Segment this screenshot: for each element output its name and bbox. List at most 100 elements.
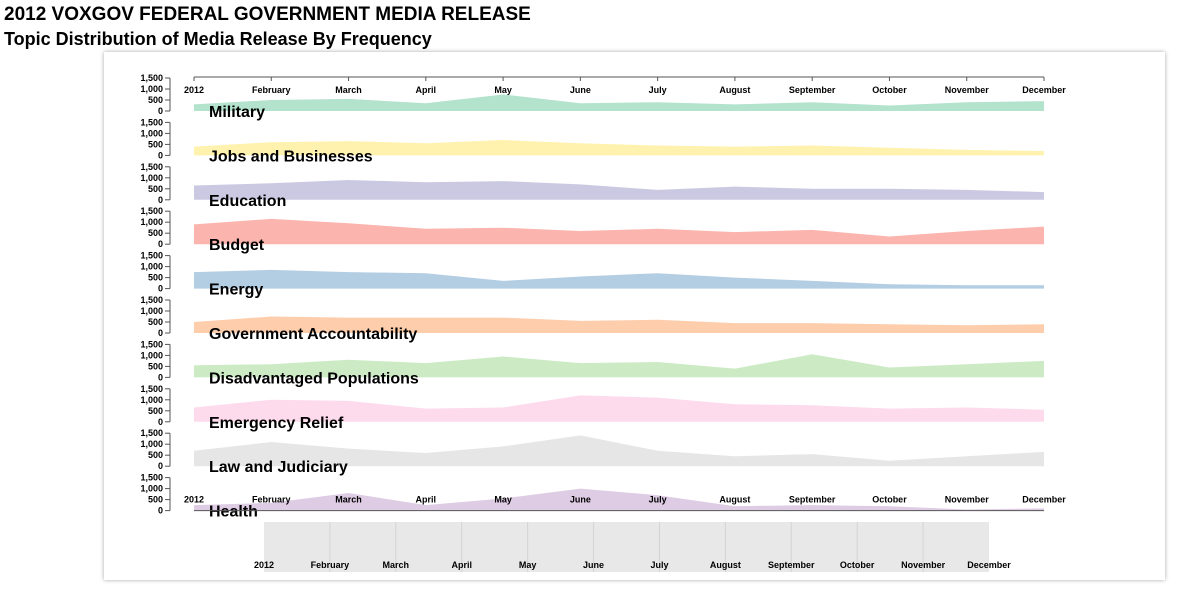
page-subtitle: Topic Distribution of Media Release By F… [4, 29, 432, 49]
area-series-10 [194, 488, 1044, 511]
y-tick-label: 1,000 [140, 439, 163, 449]
y-tick-label: 1,500 [140, 339, 163, 349]
y-tick-label: 1,000 [140, 173, 163, 183]
area-series-5 [194, 269, 1044, 289]
y-tick-label: 1,000 [140, 84, 163, 94]
brush-x-tick-label: May [519, 560, 537, 570]
series-label: Disadvantaged Populations [209, 370, 419, 387]
y-tick-label: 1,500 [140, 162, 163, 172]
bottom-x-tick-label: August [719, 495, 750, 505]
y-tick-label: 500 [148, 184, 163, 194]
bottom-x-tick-label: June [570, 495, 591, 505]
y-tick-label: 0 [158, 372, 163, 382]
y-tick-label: 0 [158, 506, 163, 516]
top-x-tick-label: December [1022, 85, 1066, 95]
area-series-3 [194, 180, 1044, 200]
bottom-x-tick-label: 2012 [184, 495, 204, 505]
y-tick-label: 1,500 [140, 117, 163, 127]
area-series-1 [194, 94, 1044, 111]
bottom-x-tick-label: May [494, 495, 512, 505]
y-tick-label: 0 [158, 461, 163, 471]
top-x-tick-label: September [789, 85, 836, 95]
y-tick-label: 500 [148, 95, 163, 105]
y-tick-label: 1,000 [140, 217, 163, 227]
brush-context-area[interactable] [264, 522, 989, 572]
y-tick-label: 1,000 [140, 262, 163, 272]
series-label: Budget [209, 237, 265, 254]
y-tick-label: 0 [158, 328, 163, 338]
y-tick-label: 1,500 [140, 295, 163, 305]
top-x-tick-label: February [252, 85, 291, 95]
bottom-x-tick-label: December [1022, 495, 1066, 505]
bottom-x-tick-label: July [649, 495, 667, 505]
top-x-tick-label: November [945, 85, 990, 95]
top-x-tick-label: 2012 [184, 85, 204, 95]
series-label: Military [209, 104, 265, 121]
area-series-9 [194, 435, 1044, 467]
brush-x-tick-label: April [451, 560, 472, 570]
y-tick-label: 1,500 [140, 251, 163, 261]
brush-x-tick-label: August [710, 560, 741, 570]
area-series-4 [194, 218, 1044, 245]
top-x-tick-label: March [335, 85, 362, 95]
series-label: Law and Judiciary [209, 459, 348, 476]
y-tick-label: 500 [148, 228, 163, 238]
y-tick-label: 1,500 [140, 206, 163, 216]
brush-x-tick-label: 2012 [254, 560, 274, 570]
y-tick-label: 1,000 [140, 395, 163, 405]
y-tick-label: 0 [158, 417, 163, 427]
series-label: Education [209, 193, 286, 210]
y-tick-label: 500 [148, 495, 163, 505]
brush-x-tick-label: February [311, 560, 350, 570]
page-title: 2012 VOXGOV FEDERAL GOVERNMENT MEDIA REL… [4, 4, 531, 25]
y-tick-label: 1,500 [140, 73, 163, 83]
top-x-tick-label: April [416, 85, 437, 95]
y-tick-label: 1,000 [140, 350, 163, 360]
y-tick-label: 0 [158, 150, 163, 160]
y-tick-label: 500 [148, 317, 163, 327]
brush-x-tick-label: November [901, 560, 946, 570]
brush-x-tick-label: March [383, 560, 410, 570]
y-tick-label: 1,500 [140, 473, 163, 483]
brush-x-tick-label: December [967, 560, 1011, 570]
y-tick-label: 500 [148, 273, 163, 283]
bottom-x-tick-label: April [416, 495, 437, 505]
brush-x-tick-label: October [840, 560, 875, 570]
chart-panel: 2012 February March April May June July August S… [104, 52, 1165, 580]
brush-x-tick-label: June [583, 560, 604, 570]
y-tick-label: 500 [148, 361, 163, 371]
brush-x-tick-label: July [650, 560, 668, 570]
y-tick-label: 500 [148, 139, 163, 149]
y-tick-label: 0 [158, 195, 163, 205]
area-series-8 [194, 395, 1044, 422]
series-label: Health [209, 504, 258, 521]
y-tick-label: 500 [148, 450, 163, 460]
small-multiples-area-chart: 2012 February March April May June July August S… [140, 73, 1066, 572]
top-x-tick-label: June [570, 85, 591, 95]
y-tick-label: 0 [158, 106, 163, 116]
top-x-tick-label: August [719, 85, 750, 95]
y-tick-label: 1,500 [140, 428, 163, 438]
series-label: Energy [209, 282, 263, 299]
bottom-x-tick-label: February [252, 495, 291, 505]
series-label: Emergency Relief [209, 415, 344, 432]
bottom-x-tick-label: March [335, 495, 362, 505]
top-x-tick-label: October [872, 85, 907, 95]
y-tick-label: 0 [158, 239, 163, 249]
brush-x-tick-label: September [768, 560, 815, 570]
top-x-tick-label: May [494, 85, 512, 95]
bottom-x-tick-label: September [789, 495, 836, 505]
y-tick-label: 0 [158, 284, 163, 294]
bottom-x-tick-label: October [872, 495, 907, 505]
y-tick-label: 500 [148, 406, 163, 416]
series-label: Government Accountability [209, 326, 417, 343]
bottom-x-tick-label: November [945, 495, 990, 505]
series-label: Jobs and Businesses [209, 148, 373, 165]
top-x-tick-label: July [649, 85, 667, 95]
y-tick-label: 1,000 [140, 128, 163, 138]
y-tick-label: 1,000 [140, 306, 163, 316]
y-tick-label: 1,500 [140, 384, 163, 394]
area-series-6 [194, 316, 1044, 333]
area-series-2 [194, 140, 1044, 156]
area-series-7 [194, 354, 1044, 378]
